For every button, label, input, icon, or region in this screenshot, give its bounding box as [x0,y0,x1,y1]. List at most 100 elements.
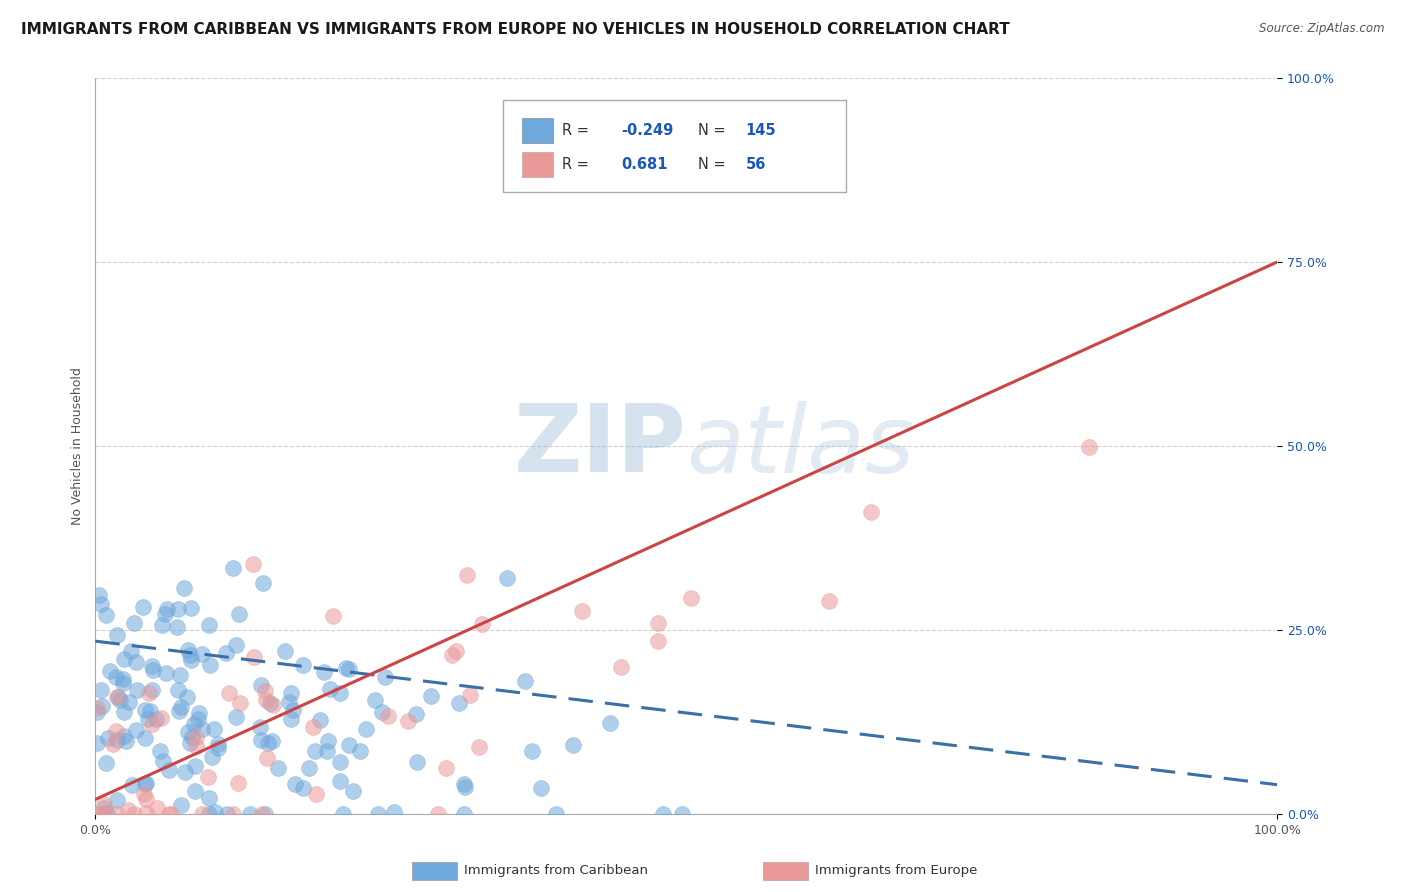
Point [215,646,238,660]
Point [91,807,114,822]
Point [242,557,264,571]
Point [225,709,247,723]
Point [179,648,201,662]
Point [149,711,172,725]
Point [146,800,169,814]
Point [449,696,471,710]
Point [453,780,475,794]
Point [105,733,128,747]
Point [671,807,693,822]
Point [647,633,669,648]
Point [571,603,593,617]
Point [179,736,201,750]
Point [225,638,247,652]
Point [134,777,156,791]
Point [166,620,188,634]
Point [94,807,117,822]
Text: 0.681: 0.681 [621,157,668,171]
Point [441,648,464,663]
Point [105,793,128,807]
Text: R =: R = [562,123,593,138]
FancyBboxPatch shape [503,100,846,192]
Point [191,807,214,822]
Point [181,730,204,744]
Point [377,709,399,723]
Point [134,703,156,717]
FancyBboxPatch shape [522,119,553,144]
Text: Source: ZipAtlas.com: Source: ZipAtlas.com [1260,22,1385,36]
Point [382,805,405,819]
Point [202,722,225,736]
Point [173,765,195,780]
Point [249,732,271,747]
Point [354,722,377,736]
Point [281,703,304,717]
Point [316,734,339,748]
Point [142,663,165,677]
Point [229,696,252,710]
Point [135,791,157,805]
Point [180,653,202,667]
Point [260,733,283,747]
Point [250,807,273,822]
Point [152,754,174,768]
Point [335,661,357,675]
Point [170,700,193,714]
Point [254,807,277,822]
Point [157,763,180,777]
Text: 145: 145 [745,123,776,138]
Point [132,787,155,801]
Point [150,618,173,632]
Point [610,660,633,674]
Point [1077,440,1099,454]
Point [280,712,302,726]
Point [105,627,128,641]
Point [204,805,226,819]
Point [495,571,517,585]
Point [530,780,553,795]
Point [184,783,207,797]
Point [374,670,396,684]
Point [105,670,128,684]
Text: Immigrants from Caribbean: Immigrants from Caribbean [464,864,648,877]
Point [125,682,148,697]
Point [301,720,323,734]
Point [453,777,475,791]
Point [222,807,245,822]
Point [419,689,441,703]
Point [278,695,301,709]
Point [169,667,191,681]
Point [96,731,118,745]
Point [145,712,167,726]
Point [254,693,277,707]
Point [198,658,221,673]
Point [155,607,177,621]
Point [292,658,315,673]
Point [249,720,271,734]
Point [186,730,208,744]
Point [117,803,139,817]
Point [141,682,163,697]
Point [141,658,163,673]
Point [149,744,172,758]
Point [180,601,202,615]
Point [141,717,163,731]
Point [467,739,489,754]
Point [406,755,429,769]
Point [170,798,193,813]
Point [515,673,537,688]
Point [93,807,115,822]
Point [167,704,190,718]
Point [105,724,128,739]
Point [228,607,250,621]
Point [86,736,108,750]
Point [304,744,326,758]
Point [112,672,135,686]
Point [280,686,302,700]
Point [679,591,702,605]
Point [257,736,280,750]
Point [173,581,195,595]
Point [274,643,297,657]
Point [121,778,143,792]
Point [207,740,229,755]
